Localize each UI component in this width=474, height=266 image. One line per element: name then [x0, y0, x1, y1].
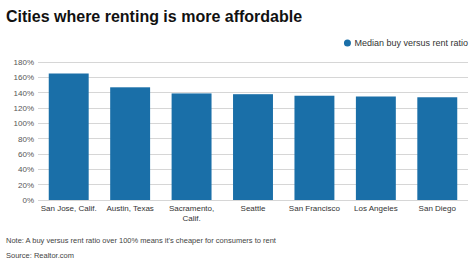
y-tick-label: 20%	[18, 181, 34, 190]
chart: Cities where renting is more affordable 0…	[0, 0, 474, 266]
x-tick-label: Sacramento,Calif.	[169, 204, 214, 223]
x-tick-label: Los Angeles	[354, 204, 398, 213]
y-tick-label: 120%	[14, 104, 34, 113]
y-axis: 0% 20% 40% 60% 80% 100% 120% 140% 160% 180%	[14, 58, 468, 205]
legend-label: Median buy versus rent ratio	[354, 38, 468, 48]
x-tick-label: San Francisco	[289, 204, 341, 213]
grid-line	[38, 92, 468, 93]
legend-swatch	[344, 40, 351, 47]
x-tick-label: San Jose, Calif.	[41, 204, 97, 213]
y-tick-label: 140%	[14, 89, 34, 98]
bar	[49, 74, 89, 201]
y-tick-label: 100%	[14, 119, 34, 128]
bar	[294, 96, 334, 200]
grid-line	[38, 77, 468, 78]
x-axis: San Jose, Calif. Austin, Texas Sacramento,…	[41, 204, 457, 223]
y-tick-label: 180%	[14, 58, 34, 67]
y-tick-label: 60%	[18, 150, 34, 159]
y-tick-label: 0%	[22, 196, 34, 205]
x-tick-label: Seattle	[241, 204, 266, 213]
bar	[233, 94, 273, 200]
bar	[356, 97, 396, 201]
bar	[172, 93, 212, 200]
y-tick-label: 40%	[18, 165, 34, 174]
bars	[49, 74, 458, 201]
y-tick-label: 160%	[14, 73, 34, 82]
x-tick-label: Austin, Texas	[106, 204, 153, 213]
grid-line	[38, 62, 468, 63]
y-tick-label: 80%	[18, 135, 34, 144]
bar	[110, 87, 150, 200]
annotation: Note: A buy versus rent ratio over 100% …	[6, 236, 277, 245]
x-tick-label: San Diego	[419, 204, 457, 213]
bar	[417, 97, 457, 200]
legend: Median buy versus rent ratio	[344, 38, 468, 48]
title: Cities where renting is more affordable	[6, 8, 302, 25]
annotation: Source: Realtor.com	[6, 251, 74, 260]
